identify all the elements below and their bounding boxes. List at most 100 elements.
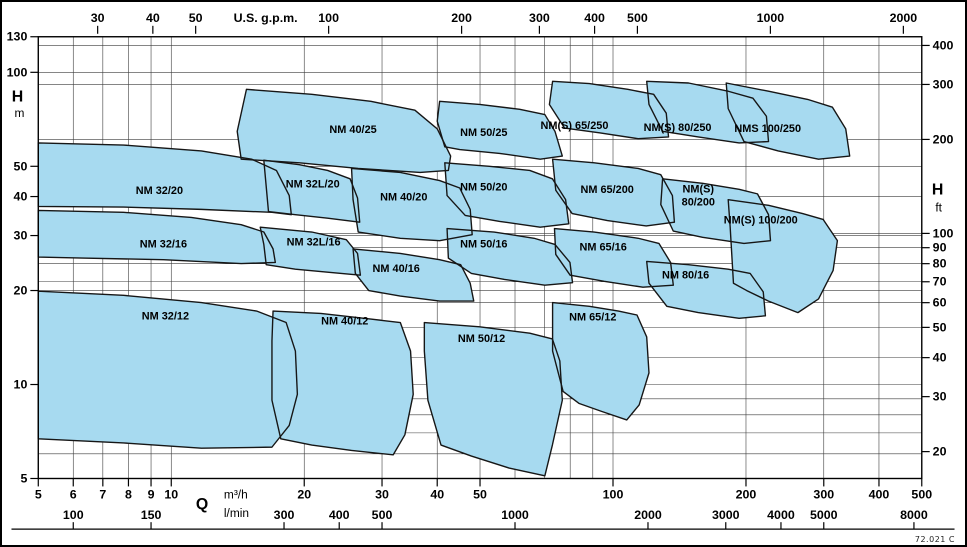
pump-regions-fill [38,81,850,476]
pump-label-nm-50-25: NM 50/25 [460,127,507,139]
pump-region-nm-40-20[interactable] [350,167,473,242]
bottom-axis-m3h: 5 6 7 8 9 10 20 30 40 50 100 200 300 400 500 Qm³/h l/min [35,478,932,520]
pump-region-nm-32l-20[interactable] [263,159,361,223]
bottom-axis-unit-lmin: l/min [224,506,249,520]
pump-region-nm-65-200[interactable] [551,158,676,227]
pump-label-nm-40-25: NM 40/25 [329,124,376,136]
lmin-tick-label: 4000 [767,508,795,522]
pump-label-nm-65-12: NM 65/12 [569,312,616,324]
pump-region-nm-65-16[interactable] [553,227,674,288]
pump-region-nm-40-16[interactable] [352,248,475,302]
left-axis-unit: m [14,106,24,120]
pump-region-fill-nm-50-25 [437,101,563,160]
right-tick-label: 80 [933,257,947,271]
pump-region-nm-50-20[interactable] [444,162,570,228]
pump-region-nm-s-80-200[interactable] [660,178,772,245]
pump-label-nm-s-80-200: NM(S) [683,183,715,195]
bottom-tick-label: 50 [473,487,487,501]
pump-region-fill-nm-50-16 [447,228,573,286]
pump-label-nm-32-16: NM 32/16 [140,238,187,250]
lmin-tick-label: 500 [372,508,393,522]
pump-region-nm-s-80-250[interactable] [646,80,770,144]
pump-region-nm-32-12[interactable] [37,290,299,449]
pump-label-nm-50-12: NM 50/12 [458,333,505,345]
pump-region-fill-nm-50-20 [444,162,569,228]
top-tick-label: 300 [529,11,550,25]
right-tick-label: 90 [933,241,947,255]
bottom-tick-label: 400 [869,487,890,501]
pump-region-nm-32l-16[interactable] [259,226,362,276]
left-axis-title: H [12,88,23,105]
top-tick-label: 40 [146,11,160,25]
pump-region-nm-65-12[interactable] [551,301,650,421]
bottom-axis-lmin: 100 150 300 400 500 1000 2000 3000 4000 5000 8000 [11,508,955,530]
pump-label-nm-s-65-250: NM(S) 65/250 [541,120,609,132]
pump-region-nm-40-25[interactable] [236,88,452,174]
pump-label-nm-s-100-200: NM(S) 100/200 [724,214,798,226]
bottom-axis-unit-m3h: m³/h [224,487,248,501]
pump-label-nm-50-16: NM 50/16 [460,238,507,250]
pump-region-nm-50-12[interactable] [423,321,564,477]
pump-region-fill-nm-40-16 [353,248,474,302]
bottom-tick-label: 8 [125,487,132,501]
right-tick-label: 70 [933,275,947,289]
top-tick-label: 1000 [757,11,785,25]
right-tick-label: 400 [933,38,954,52]
figure-reference-code: 72.021 C [914,535,955,544]
top-tick-label: 2000 [890,11,918,25]
pump-region-nm-s-65-250[interactable] [548,80,670,140]
right-tick-label: 20 [933,445,947,459]
lmin-tick-label: 3000 [712,508,740,522]
top-tick-label: 200 [451,11,472,25]
pump-regions-outline [37,80,851,477]
bottom-tick-label: 20 [297,487,311,501]
pump-region-fill-nm-65-16 [554,228,674,288]
pump-region-nm-32-16[interactable] [37,209,277,265]
pump-region-nms-100-250[interactable] [725,82,851,160]
pump-region-nm-40-12[interactable] [271,310,414,456]
left-tick-label: 5 [20,471,27,485]
pump-region-nm-80-16[interactable] [646,260,767,319]
bottom-tick-label: 500 [911,487,932,501]
lmin-tick-label: 5000 [810,508,838,522]
pump-label-nm-50-20: NM 50/20 [460,181,507,193]
right-axis-title: H [932,182,943,199]
left-axis-h-m: 130 100 50 40 30 20 10 5 Hm [7,30,39,485]
pump-region-nm-s-100-200[interactable] [727,198,839,314]
pump-label-nm-s-80-250: NM(S) 80/250 [644,122,712,134]
right-tick-label: 40 [933,351,947,365]
top-tick-label: 50 [189,11,203,25]
bottom-tick-label: 200 [736,487,757,501]
pump-region-nm-50-25[interactable] [436,100,564,160]
bottom-tick-label: 9 [148,487,155,501]
left-tick-label: 130 [7,30,28,44]
pump-region-nm-50-16[interactable] [446,227,574,286]
bottom-axis-title: Q [196,496,208,513]
right-axis-unit: ft [935,200,942,214]
left-tick-label: 10 [14,377,28,391]
pump-label-nm-80-16: NM 80/16 [662,270,709,282]
pump-label-nm-32-20: NM 32/20 [136,185,183,197]
pump-region-nm-32-20[interactable] [37,142,293,216]
pump-region-fill-nms-100-250 [726,83,850,160]
lmin-tick-label: 8000 [900,508,928,522]
pump-region-fill-nm-50-12 [424,322,563,476]
bottom-tick-label: 300 [813,487,834,501]
pump-region-fill-nm-32l-20 [263,160,360,223]
pump-label-nm-s-80-200: 80/200 [682,196,715,208]
bottom-tick-label: 7 [99,487,106,501]
bottom-tick-label: 10 [164,487,178,501]
pump-label-nm-65-16: NM 65/16 [580,241,627,253]
right-tick-label: 60 [933,296,947,310]
pump-labels: NM 32/20 NM 32L/20 NM 40/25 NM 40/20 NM 50/2… [136,120,801,345]
pump-label-nm-65-200: NM 65/200 [580,184,633,196]
lmin-tick-label: 400 [329,508,350,522]
pump-region-fill-nm-65-200 [552,159,675,226]
pump-label-nm-32-12: NM 32/12 [142,311,189,323]
bottom-tick-label: 30 [375,487,389,501]
pump-region-fill-nm-65-12 [552,302,649,420]
pump-label-nm-40-20: NM 40/20 [380,192,427,204]
pump-region-fill-nm-32-20 [38,142,292,215]
